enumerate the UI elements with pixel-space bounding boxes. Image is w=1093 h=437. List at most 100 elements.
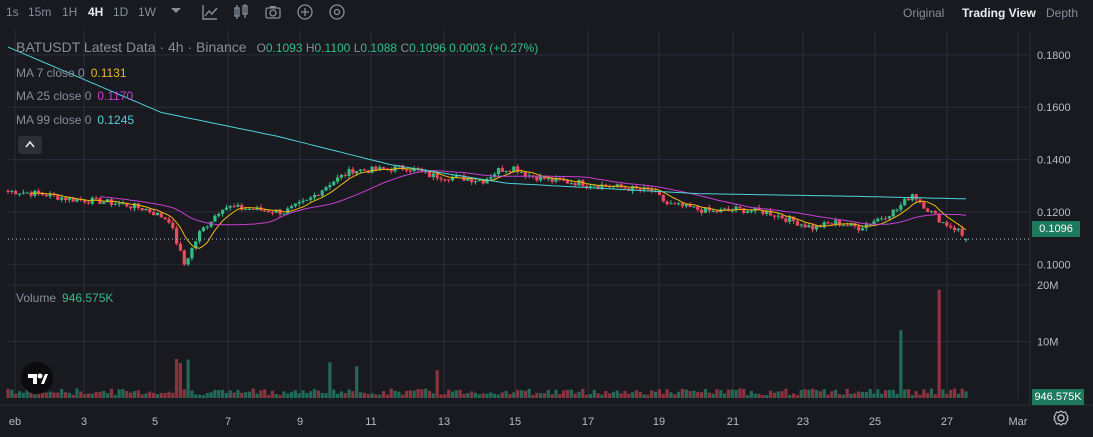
candle-body	[282, 213, 286, 215]
timeframe-4h[interactable]: 4H	[88, 5, 104, 19]
volume-bar	[6, 388, 10, 398]
volume-bar	[263, 389, 267, 398]
volume-bar	[251, 388, 255, 398]
candle-body	[431, 173, 435, 178]
candle-body	[56, 195, 60, 200]
high-key: H	[305, 41, 315, 55]
candle-body	[631, 186, 635, 191]
volume-bar	[876, 389, 880, 398]
candle-body	[784, 218, 788, 222]
volume-bar	[738, 388, 742, 398]
view-depth[interactable]: Depth	[1046, 6, 1079, 20]
x-tick-label: Mar	[1009, 416, 1028, 428]
volume-bar	[814, 390, 819, 398]
camera-icon[interactable]	[264, 3, 282, 21]
candle-body	[535, 176, 539, 181]
timeframe-1d[interactable]: 1D	[113, 5, 129, 19]
volume-bar	[21, 392, 25, 398]
change-value: 0.0003 (+0.27%)	[449, 41, 539, 55]
volume-bar	[132, 391, 137, 398]
candle-body	[305, 199, 309, 201]
volume-bar	[148, 391, 152, 398]
view-trading-view[interactable]: Trading View	[962, 6, 1036, 20]
volume-bar	[887, 389, 891, 398]
candle-body	[554, 177, 558, 182]
candle-body	[516, 166, 520, 173]
volume-bar	[834, 389, 838, 398]
settings-target-icon[interactable]	[328, 3, 346, 21]
more-timeframes-chevron-icon[interactable]	[170, 7, 182, 15]
timeframe-1w[interactable]: 1W	[138, 5, 156, 19]
volume-bar	[734, 389, 738, 398]
indicator-line-icon[interactable]	[201, 3, 219, 21]
volume-bar	[776, 391, 780, 398]
candle-body	[404, 169, 409, 171]
volume-bar	[155, 394, 160, 398]
close-value: 0.1096	[409, 41, 446, 55]
gear-icon[interactable]	[1052, 409, 1070, 427]
candle-body	[523, 172, 527, 176]
timeframe-1s[interactable]: 1s	[6, 5, 19, 19]
volume-bar	[880, 393, 884, 398]
volume-bar	[841, 394, 845, 398]
volume-bar	[201, 395, 206, 398]
candle-body	[232, 206, 236, 208]
volume-bar	[795, 395, 799, 398]
volume-bar	[163, 393, 167, 398]
volume-bar	[623, 390, 627, 398]
volume-bar	[40, 391, 45, 398]
volume-bar	[496, 394, 501, 398]
collapse-legend-button[interactable]	[18, 136, 42, 154]
volume-bar	[48, 391, 52, 398]
candle-type-icon[interactable]	[233, 3, 249, 21]
candle-body	[891, 209, 895, 217]
volume-bar	[186, 359, 190, 398]
volume-bar	[745, 395, 750, 398]
volume-bar	[385, 394, 389, 398]
volume-tick-label: 20M	[1037, 280, 1058, 292]
candle-body	[734, 206, 738, 211]
volume-bar	[933, 394, 937, 398]
volume-bar	[481, 393, 485, 398]
candlestick-chart[interactable]: 0.1000 0.1200 0.1400 0.1600 0.1800 10M 20M eb 3 5…	[0, 26, 1093, 437]
volume-bar	[420, 389, 424, 398]
view-original[interactable]: Original	[903, 6, 945, 20]
volume-bar	[699, 392, 704, 398]
volume-bar	[853, 393, 857, 398]
volume-bar	[661, 393, 665, 398]
candle-body	[278, 209, 282, 215]
candle-body	[159, 212, 163, 218]
volume-bar	[209, 392, 213, 398]
candle-body	[569, 183, 573, 185]
volume-bar	[52, 392, 56, 398]
candle-body	[726, 208, 731, 211]
candle-body	[906, 198, 911, 201]
volume-bar	[600, 394, 604, 398]
candle-body	[10, 190, 14, 192]
candle-body	[661, 194, 665, 202]
volume-bar	[646, 394, 650, 398]
candle-body	[121, 202, 125, 204]
volume-bar	[753, 393, 757, 398]
x-tick-label: eb	[9, 416, 21, 428]
timeframe-15m[interactable]: 15m	[28, 5, 52, 19]
volume-bar	[424, 388, 428, 398]
volume-bar	[332, 389, 336, 398]
volume-bar	[906, 389, 911, 398]
candle-body	[389, 169, 393, 172]
volume-bar	[508, 394, 512, 398]
timeframe-1h[interactable]: 1H	[62, 5, 78, 19]
candle-body	[362, 169, 366, 171]
volume-bar	[362, 392, 366, 398]
ma25-legend: MA 25 close 0 0.1170	[16, 89, 133, 103]
candle-body	[588, 186, 593, 188]
volume-bar	[860, 391, 865, 398]
candle-body	[814, 225, 819, 230]
volume-bar	[232, 392, 236, 398]
candle-body	[941, 222, 945, 224]
volume-bar	[86, 393, 91, 398]
add-indicator-icon[interactable]	[296, 3, 314, 21]
volume-bar	[266, 395, 271, 398]
ma7-label: MA 7 close 0	[16, 66, 85, 80]
close-key: C	[400, 41, 410, 55]
